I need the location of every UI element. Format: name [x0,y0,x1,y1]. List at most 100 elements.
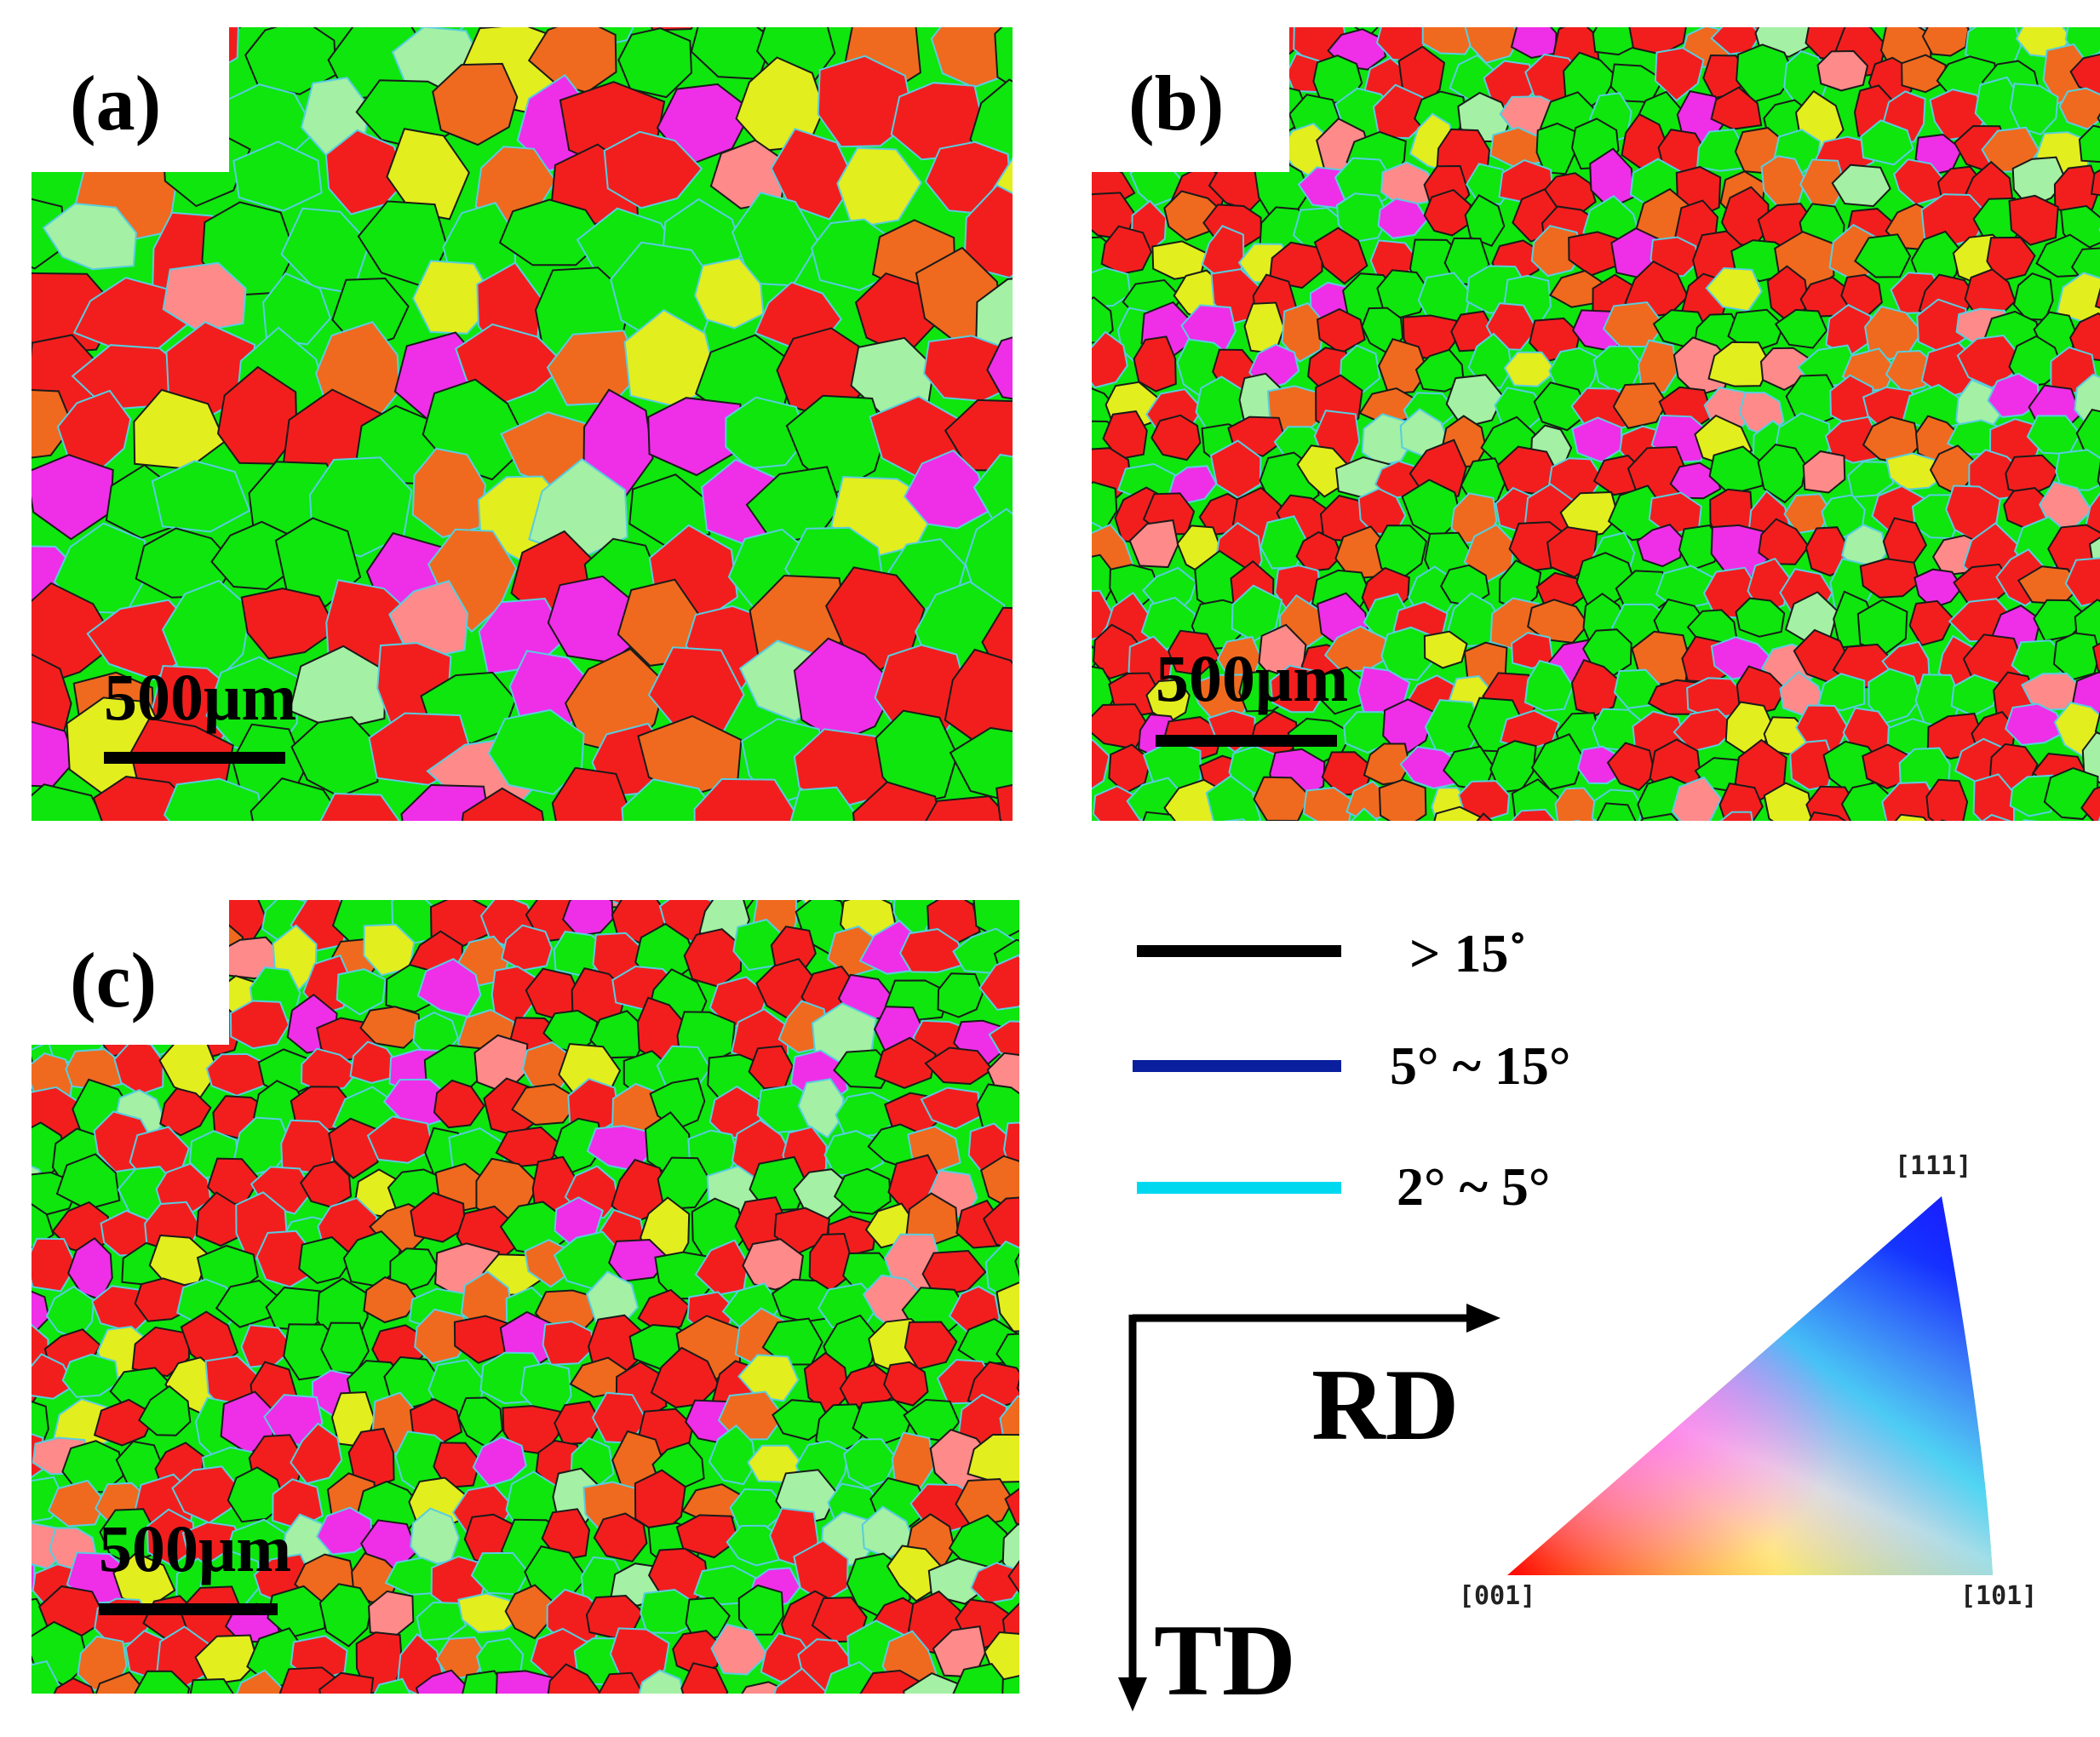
grain [1640,812,1679,821]
grain [1559,490,1620,539]
grain [843,1438,898,1489]
grain [433,1079,485,1129]
grain [318,1671,375,1694]
grain [415,1669,468,1694]
grain [1382,698,1436,758]
grain [299,1160,353,1208]
scale-bar-c [99,1603,278,1615]
grain [944,398,1013,472]
grain [229,1000,290,1050]
grain [1316,307,1366,355]
ebsd-map-b [1092,27,2100,821]
grain [32,653,72,747]
grain [1372,83,1427,140]
ipf-label-001: [001] [1459,1581,1536,1611]
grain [1885,452,1948,491]
grain [903,449,990,530]
grain [194,1634,259,1686]
grain [1533,381,1591,432]
grain [32,454,114,541]
grain [561,900,614,937]
scale-text-b: 500μm [1156,641,1349,715]
grain [53,1677,95,1694]
grain [318,1583,373,1648]
grain [1335,192,1390,244]
ipf-color-key [1507,1196,1993,1575]
grain [836,146,923,229]
grain [1092,295,1114,344]
grain [298,1235,355,1284]
grain [1925,778,1969,821]
grain [462,1670,508,1694]
grain [1856,599,1908,655]
grain [1485,302,1539,351]
grain-map-b [1092,27,2100,821]
legend-label-medium-angle: 5° ~ 15° [1390,1035,1571,1096]
grain [1921,27,1970,57]
grain [1377,198,1429,239]
grain [2094,287,2100,309]
grain [883,1361,929,1407]
grain [1457,780,1511,821]
grain-map-a [32,27,1013,821]
grain [161,579,252,683]
grain [1596,802,1637,821]
scale-bar-a [104,752,285,764]
axis-label-rd: RD [1311,1348,1460,1461]
grain [1860,119,1914,166]
grain [1789,739,1835,791]
grain [1014,1252,1019,1278]
grain [1150,414,1202,461]
grain [2078,124,2100,163]
grain [975,278,1013,354]
grain [2090,169,2100,197]
grain-layer [32,900,1019,1694]
grain [1004,1488,1019,1526]
grain [1374,525,1427,579]
legend-line-medium-angle [1133,1060,1341,1072]
grain [833,1049,894,1089]
grain [1108,743,1152,794]
grain [32,1237,77,1293]
grain [1296,444,1348,498]
grain [1350,807,1380,821]
grain [151,460,251,533]
grain [994,27,1013,88]
grain [647,397,743,477]
grain [1654,47,1705,102]
grain [1295,530,1343,572]
grain [32,388,74,459]
grain [949,726,1013,804]
grain [1671,776,1723,821]
grain [2097,112,2100,124]
grain [1757,444,1807,504]
grain [1476,812,1493,821]
grain [1464,27,1523,64]
legend-label-low-angle: 2° ~ 5° [1397,1156,1551,1217]
grain [1914,568,1964,610]
grain [1854,233,1912,278]
grain [1016,1378,1019,1393]
grain [1718,811,1753,821]
grain [1831,163,1891,208]
grain [227,1466,287,1523]
grain [433,1442,481,1488]
grain [875,709,959,806]
grain [501,924,554,972]
grain [952,1662,1013,1694]
grain [708,1424,757,1486]
grain [683,928,743,989]
grain [1378,778,1427,821]
grain [1423,188,1472,237]
grain-layer [32,27,1013,821]
panel-label-c: (c) [70,937,158,1023]
grain [693,777,798,821]
grain [817,54,915,148]
grain [1718,782,1764,821]
legend-label-high-angle: > 15˚ [1409,923,1527,983]
grain [171,1465,239,1524]
grain [1313,226,1368,285]
grain [1868,668,1922,725]
grain [1982,813,2012,821]
grain [973,453,1013,525]
